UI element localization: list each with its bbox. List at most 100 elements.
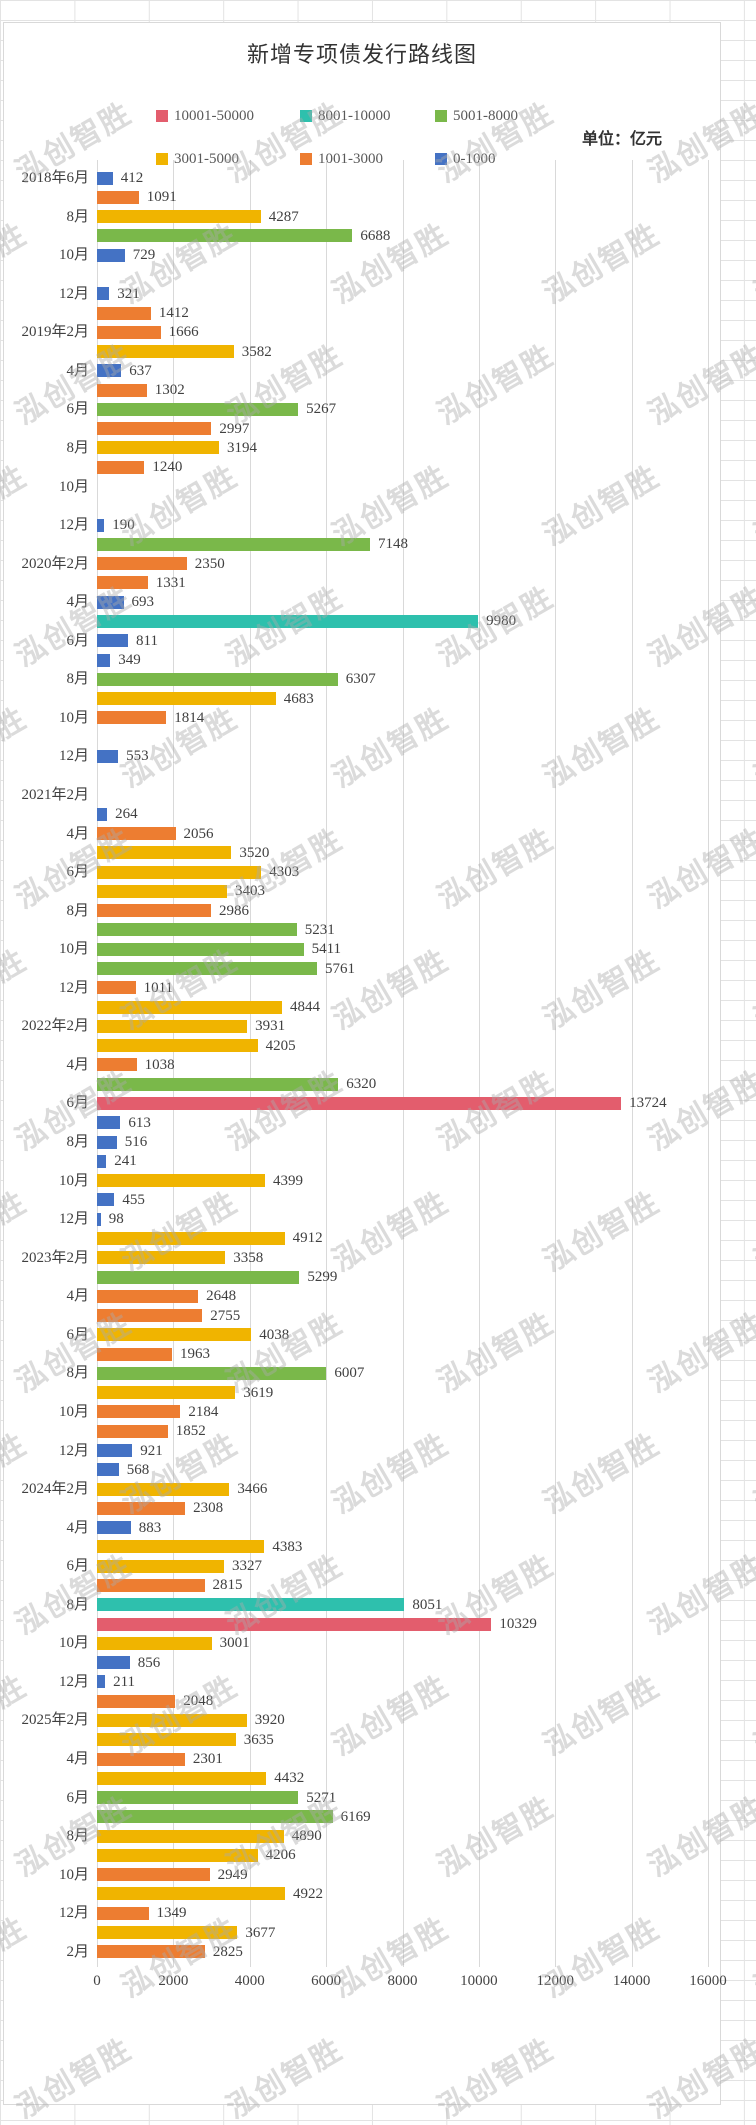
bar	[97, 1463, 119, 1477]
bar-value-label: 264	[115, 806, 138, 823]
legend-swatch	[435, 110, 447, 122]
bar	[97, 1193, 115, 1207]
category-label: 8月	[66, 902, 89, 919]
category-label: 8月	[66, 1828, 89, 1845]
bar-value-label: 241	[114, 1153, 137, 1170]
bar-value-label: 5271	[306, 1789, 337, 1806]
category-label: 10月	[58, 247, 89, 264]
category-label: 10月	[58, 709, 89, 726]
bar	[97, 1868, 210, 1882]
category-label: 6月	[66, 864, 89, 881]
gridline	[555, 160, 557, 1967]
bar-value-label: 4399	[273, 1172, 303, 1189]
category-label: 4月	[66, 1519, 89, 1536]
bar	[97, 1096, 622, 1110]
bar-value-label: 637	[129, 362, 152, 379]
bar-value-label: 4206	[265, 1847, 296, 1864]
gridline	[249, 160, 251, 1967]
bar	[97, 364, 122, 378]
bar	[97, 248, 125, 262]
bar-value-label: 2825	[212, 1943, 243, 1960]
bar	[97, 1598, 405, 1612]
legend-swatch	[156, 153, 168, 165]
x-tick-label: 16000	[689, 1973, 727, 1989]
bar-value-label: 412	[120, 170, 144, 186]
bar-value-label: 6307	[345, 671, 376, 688]
bar-value-label: 1011	[143, 979, 174, 996]
bar	[97, 1212, 101, 1226]
category-label: 6月	[66, 1558, 89, 1575]
bar-value-label: 1852	[175, 1423, 206, 1440]
bar-value-label: 693	[131, 594, 155, 611]
category-label: 2022年2月	[21, 1018, 89, 1035]
category-label: 10月	[58, 1172, 89, 1189]
bar	[97, 1444, 133, 1457]
gridline	[631, 160, 633, 1967]
bar	[97, 1424, 168, 1438]
category-label: 2020年2月	[21, 555, 89, 572]
bar	[97, 557, 187, 571]
bar	[97, 345, 234, 358]
bar-value-label: 3466	[237, 1481, 268, 1497]
bar	[97, 1289, 199, 1303]
legend-label: 3001-5000	[174, 150, 239, 167]
bar	[97, 460, 145, 474]
chart-panel[interactable]: 新增专项债发行路线图 10001-50000 8001-10000 5001-800…	[3, 22, 727, 2105]
bar	[97, 1309, 203, 1322]
bar-value-label: 2308	[193, 1500, 224, 1517]
bar-value-label: 2997	[219, 420, 250, 437]
legend-item: 10001-50000	[156, 107, 254, 125]
bar	[97, 1154, 107, 1168]
x-tick-label: 0	[93, 1973, 101, 1989]
legend-swatch	[435, 153, 447, 165]
legend-swatch	[300, 110, 312, 122]
bar	[97, 981, 136, 995]
bar-value-label: 3327	[232, 1558, 262, 1575]
category-label: 2023年2月	[21, 1249, 89, 1266]
bar	[97, 518, 105, 532]
bar-value-label: 211	[113, 1673, 136, 1690]
legend-item: 1001-3000	[300, 150, 383, 168]
bar	[97, 576, 148, 590]
bar-value-label: 8051	[412, 1596, 443, 1613]
category-label: 10月	[58, 478, 89, 495]
x-tick-label: 6000	[311, 1973, 342, 1989]
category-label: 12月	[58, 979, 89, 996]
bar	[97, 1926, 238, 1939]
bar	[97, 383, 147, 397]
bar	[97, 1405, 181, 1419]
bar	[97, 595, 124, 609]
bar	[97, 1231, 285, 1245]
bar	[97, 1521, 131, 1535]
category-label: 4月	[66, 825, 89, 842]
bar-value-label: 4383	[272, 1538, 303, 1555]
bar-value-label: 2184	[188, 1403, 219, 1420]
category-label: 6月	[66, 1326, 89, 1343]
bar-value-label: 4432	[274, 1770, 305, 1787]
bar-value-label: 1412	[158, 305, 189, 321]
bar-value-label: 4683	[283, 690, 314, 707]
bar-value-label: 2949	[217, 1866, 248, 1883]
bar	[97, 634, 128, 648]
bar	[97, 827, 176, 840]
bar	[97, 846, 232, 860]
bar-value-label: 1331	[155, 574, 186, 591]
category-label: 12月	[58, 1442, 89, 1459]
bar-value-label: 1302	[154, 382, 185, 399]
category-label: 8月	[66, 208, 89, 225]
bar	[97, 1771, 267, 1785]
category-label: 6月	[66, 632, 89, 649]
legend-item: 0-1000	[435, 150, 496, 168]
category-label: 6月	[66, 401, 89, 418]
bar	[97, 1077, 339, 1091]
bar-value-label: 321	[117, 285, 140, 302]
bar	[97, 1251, 226, 1265]
bar-value-label: 455	[122, 1191, 145, 1208]
chart-title: 新增专项债发行路线图	[246, 42, 477, 67]
bar-value-label: 613	[128, 1114, 151, 1131]
category-label: 2021年2月	[21, 787, 89, 803]
bar	[97, 614, 479, 628]
gridline	[326, 160, 328, 1967]
bar	[97, 1713, 247, 1727]
legend-label: 1001-3000	[318, 150, 383, 167]
